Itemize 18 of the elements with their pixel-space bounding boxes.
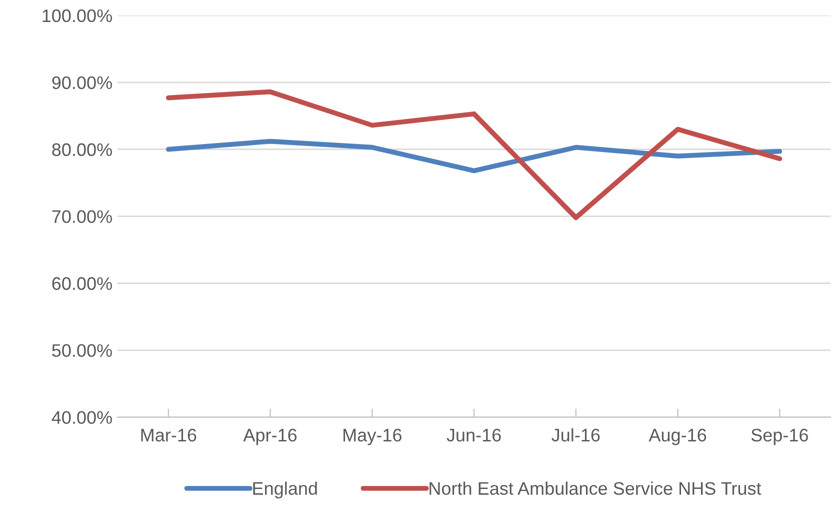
y-tick-label: 50.00% xyxy=(52,344,112,357)
y-tick-label: 70.00% xyxy=(52,210,112,224)
y-tick-label: 90.00% xyxy=(52,76,112,90)
x-tick-label: Sep-16 xyxy=(751,428,808,446)
x-tick-label: Jul-16 xyxy=(552,428,600,442)
line-series xyxy=(166,89,782,220)
legend-label: England xyxy=(253,482,317,498)
y-tick-label: 100.00% xyxy=(42,9,112,22)
x-tick-label: May-16 xyxy=(344,428,402,446)
legend-label: North East Ambulance Service NHS Trust xyxy=(430,482,762,495)
y-tick-label: 40.00% xyxy=(52,411,112,424)
x-tick-label: Apr-16 xyxy=(243,428,297,446)
x-tick-label: Mar-16 xyxy=(141,428,196,442)
y-tick-label: 60.00% xyxy=(52,277,112,290)
y-tick-label: 80.00% xyxy=(52,143,112,156)
line-series xyxy=(166,138,782,174)
x-tick-label: Jun-16 xyxy=(446,428,501,442)
x-tick-label: Aug-16 xyxy=(648,428,706,446)
